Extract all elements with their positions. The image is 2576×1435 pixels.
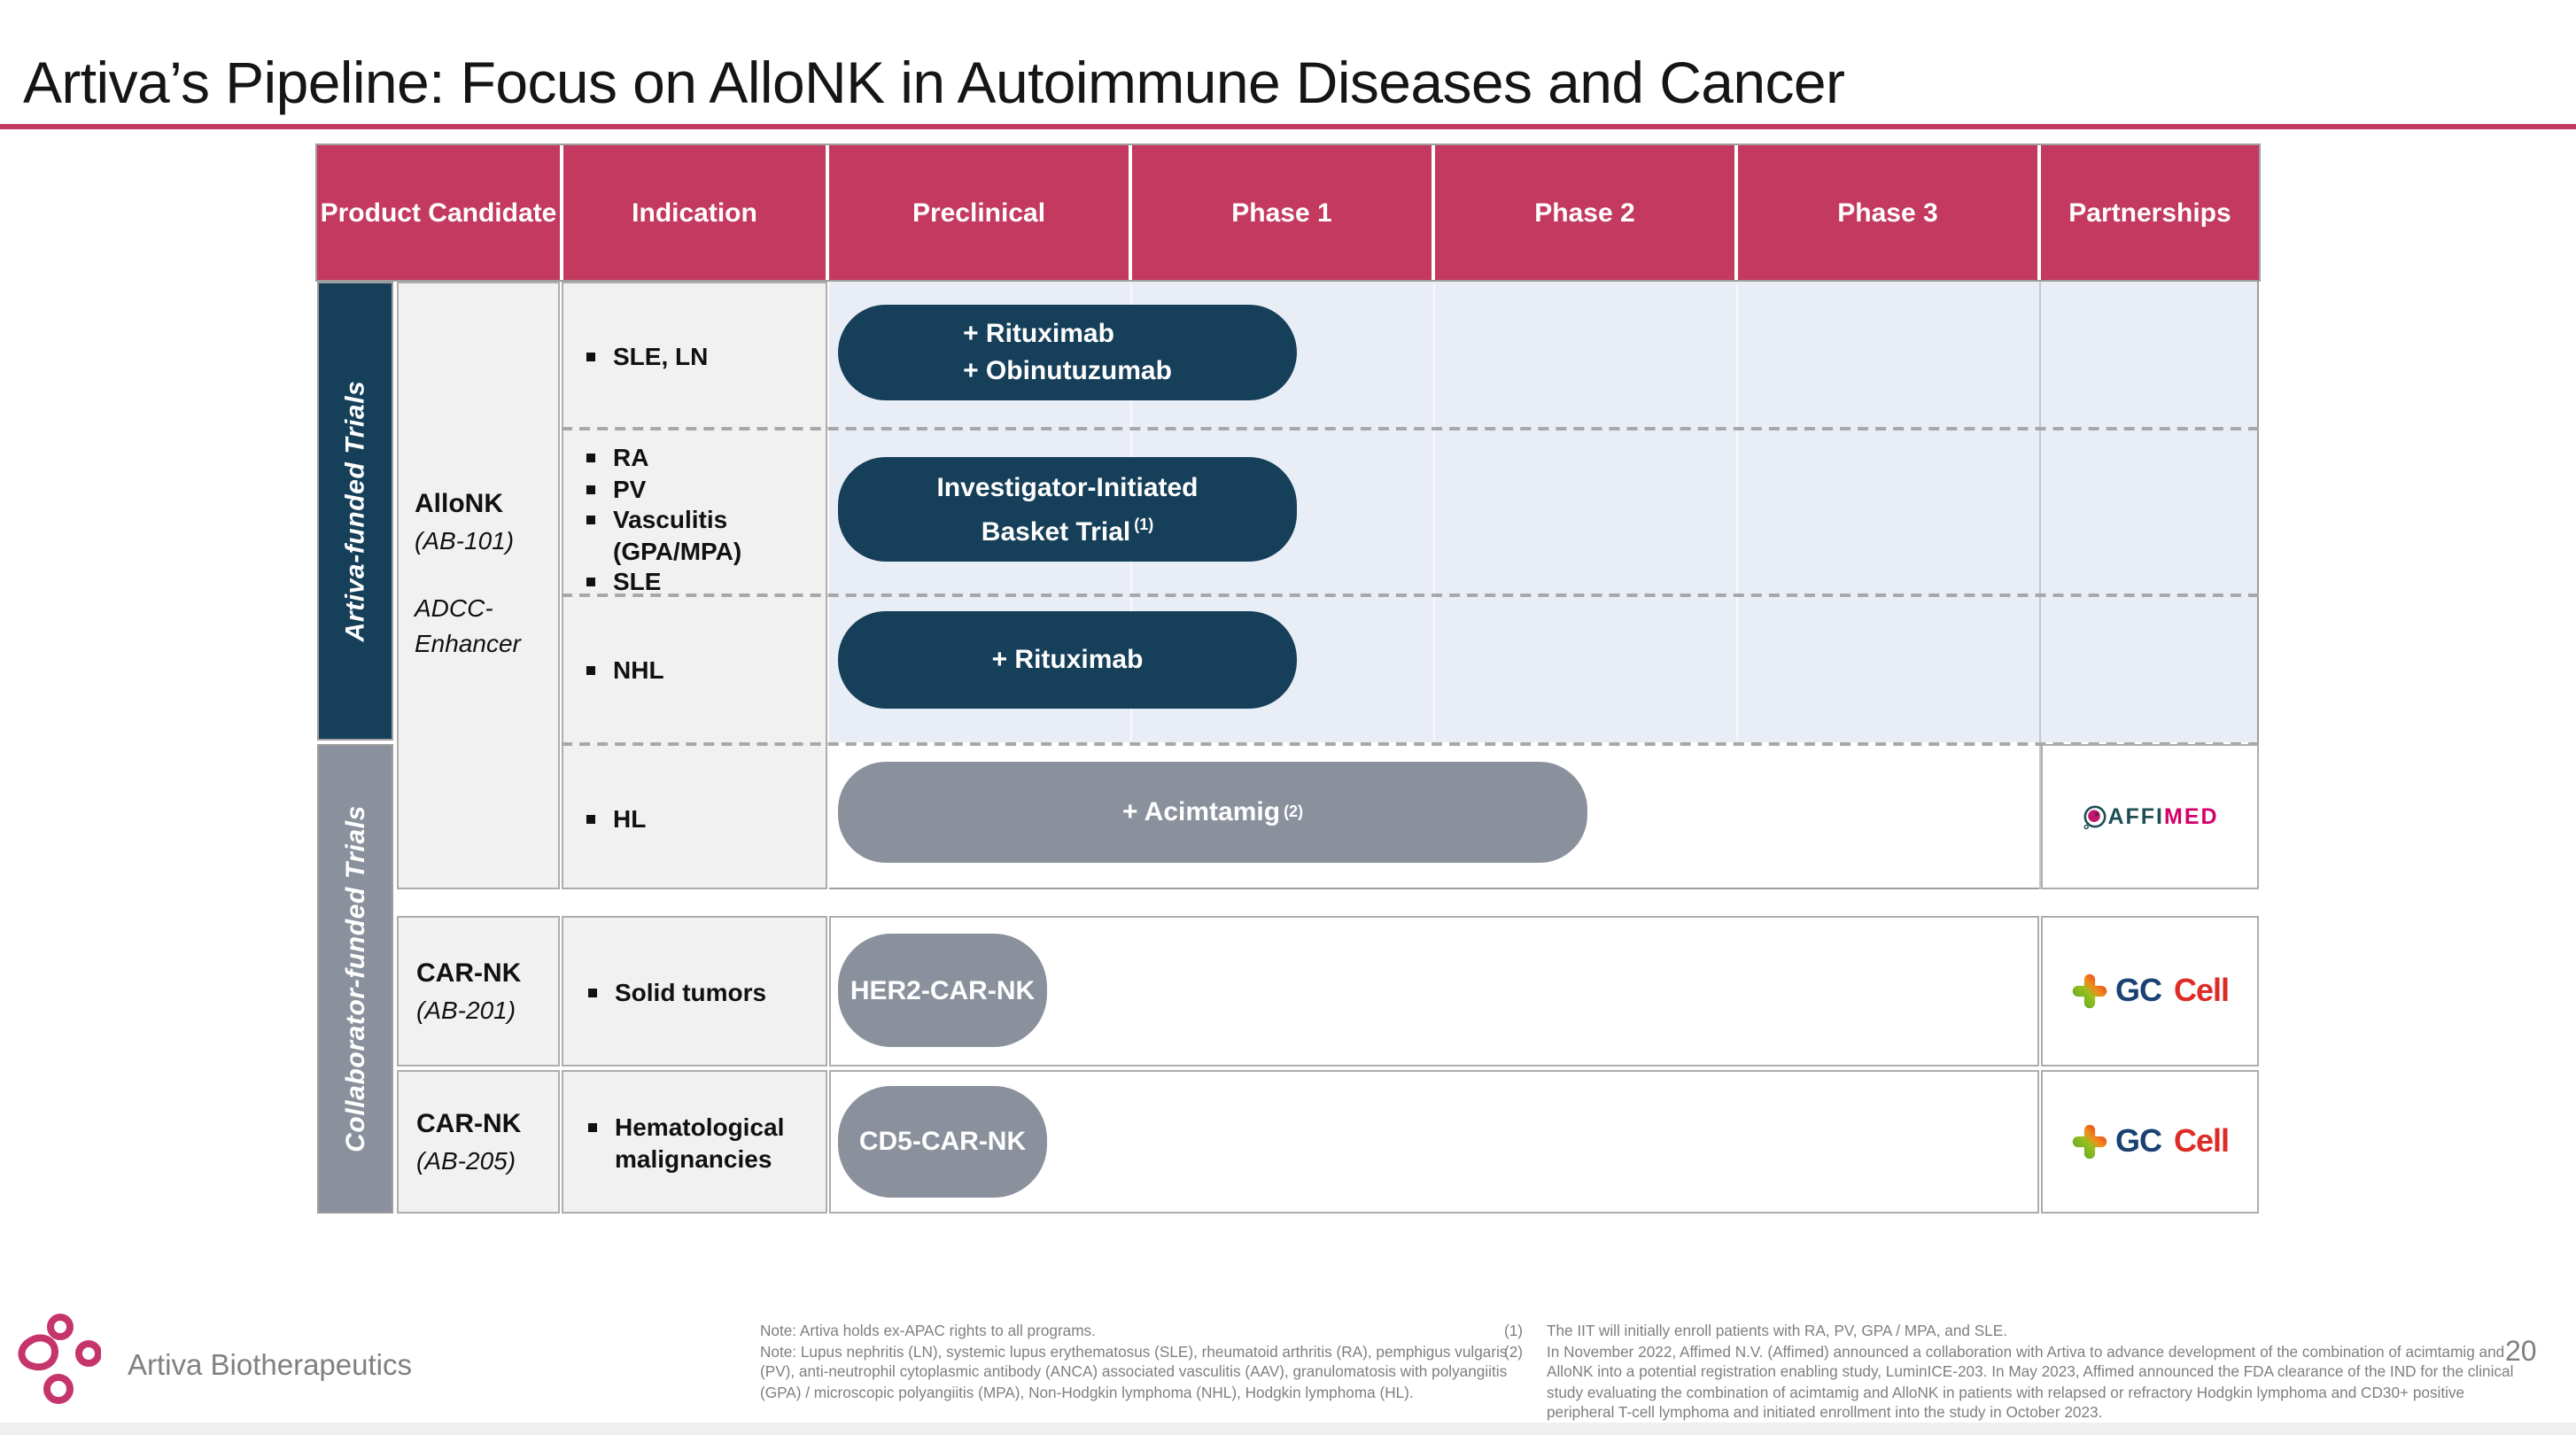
affimed-logo-text-affi: AFFI [2107,804,2164,829]
column-header-indication: Indication [563,145,826,280]
pill-line-basket: Basket Trial [981,516,1131,547]
product-cell-ab205: CAR-NK (AB-205) [397,1070,560,1214]
gc-cell-cross-icon [2072,973,2107,1009]
pill-her2-car-nk: HER2-CAR-NK [838,934,1047,1047]
phase2-column-divider [1433,283,1435,741]
row-separator-dashed-3 [562,742,2259,746]
partnership-cell-gc-cell-ab205: GC Cell [2041,1070,2259,1214]
footer-note-1: Note: Artiva holds ex-APAC rights to all… [760,1322,1096,1339]
indication-ra: RA [586,443,820,474]
table-header-row: Product Candidate Indication Preclinical… [315,144,2261,282]
footnote-marker-2: (2) [1284,803,1304,820]
column-header-preclinical: Preclinical [829,145,1129,280]
pill-line-investigator: Investigator-Initiated [936,472,1199,502]
product-allonk-type-line1: ADCC- [415,593,493,622]
gc-cell-logo-text-cell: Cell [2173,1123,2230,1159]
product-allonk-name: AlloNK [415,489,503,519]
title-divider [0,124,2576,129]
footer-notes: Note: Artiva holds ex-APAC rights to all… [760,1322,1545,1404]
indication-vasculitis: Vasculitis (GPA/MPA) [586,505,820,567]
footer-note-2: Note: Lupus nephritis (LN), systemic lup… [760,1342,1508,1401]
column-header-phase-2: Phase 2 [1435,145,1734,280]
indication-pv: PV [586,474,820,505]
indication-solid-tumors: Solid tumors [563,918,826,1009]
bullet-icon [586,666,595,675]
footnote-1-number: (1) [1504,1322,1524,1339]
artiva-brand-name: Artiva Biotherapeutics [128,1350,412,1382]
page-number: 20 [2505,1338,2537,1368]
pill-line-obinutuzumab: + Obinutuzumab [963,356,1172,386]
indication-column-upper [562,282,827,889]
footnote-marker-1: (1) [1134,515,1154,532]
page-title: Artiva’s Pipeline: Focus on AlloNK in Au… [23,50,1845,116]
pipeline-table: Product Candidate Indication Preclinical… [315,144,2261,1215]
product-ab205-code: (AB-205) [416,1146,516,1175]
gc-cell-logo: GC Cell [2071,1123,2230,1160]
bullet-icon [586,578,595,586]
footnote-2-text: In November 2022, Affimed N.V. (Affimed)… [1547,1342,2514,1422]
pill-line-rituximab: + Rituximab [963,319,1114,349]
column-header-phase-1: Phase 1 [1132,145,1432,280]
product-ab205-name: CAR-NK [416,1109,522,1139]
indication-cell-hematological: Hematological malignancies [562,1070,827,1214]
gc-cell-logo: GC Cell [2071,973,2230,1010]
row-separator-dashed-1 [562,427,2259,430]
sidebar-artiva-label: Artiva-funded Trials [340,380,371,642]
indication-hl: HL [586,804,817,835]
bullet-icon [588,989,597,997]
phase3-column-divider [1736,283,1738,741]
pill-basket-trial: Investigator-Initiated Basket Trial (1) [838,457,1297,562]
partnerships-column-divider [2039,282,2041,889]
product-ab201-code: (AB-201) [416,996,516,1024]
pill-cd5-car-nk: CD5-CAR-NK [838,1086,1047,1198]
sidebar-collab-label: Collaborator-funded Trials [340,805,370,1152]
product-ab201-name: CAR-NK [416,958,522,989]
indication-sle-ln: SLE, LN [586,342,817,373]
column-header-partnerships: Partnerships [2041,145,2259,280]
footer-footnotes: (1) The IIT will initially enroll patien… [1504,1322,2532,1424]
bullet-icon [588,1123,597,1132]
pill-rituximab-obinutuzumab: + Rituximab + Obinutuzumab [838,305,1297,400]
affimed-logo-text-med: MED [2164,804,2219,829]
column-header-product-candidate: Product Candidate [317,145,560,280]
indication-cell-solid-tumors: Solid tumors [562,916,827,1067]
gc-cell-cross-icon [2072,1124,2107,1160]
bullet-icon [586,516,595,524]
bullet-icon [586,815,595,824]
gc-cell-logo-text-gc: GC [2114,1123,2162,1159]
footnote-2-number: (2) [1504,1342,1524,1361]
affimed-logo: AFFI MED [2081,803,2218,830]
bullet-icon [586,485,595,493]
product-allonk-code: (AB-101) [415,526,515,555]
footnote-1-text: The IIT will initially enroll patients w… [1547,1322,2007,1339]
product-cell-ab201: CAR-NK (AB-201) [397,916,560,1067]
indication-hematological: Hematological malignancies [563,1072,826,1175]
bottom-edge-strip [0,1423,2576,1435]
partnership-cell-gc-cell-ab201: GC Cell [2041,916,2259,1067]
pill-rituximab-nhl: + Rituximab [838,611,1297,709]
bullet-icon [586,454,595,462]
gc-cell-logo-text-gc: GC [2114,973,2162,1008]
indication-sle: SLE [586,567,820,598]
row-separator-dashed-2 [562,593,2259,597]
pill-acimtamig: + Acimtamig (2) [838,762,1587,863]
artiva-logo-icon [18,1314,101,1404]
indication-basket-list: RA PV Vasculitis (GPA/MPA) SLE [586,443,820,598]
sidebar-collaborator-funded-trials: Collaborator-funded Trials [317,744,393,1214]
product-allonk: AlloNK (AB-101) ADCC- Enhancer [415,487,560,661]
product-allonk-type-line2: Enhancer [415,629,521,657]
partnership-cell-affimed: AFFI MED [2041,744,2259,889]
phase-track-ab201 [829,916,2039,1067]
product-candidate-cell-allonk [397,282,560,889]
gc-cell-logo-text-cell: Cell [2173,973,2230,1008]
bullet-icon [586,353,595,361]
column-header-phase-3: Phase 3 [1738,145,2037,280]
indication-nhl: NHL [586,655,817,686]
sidebar-artiva-funded-trials: Artiva-funded Trials [317,282,393,741]
affimed-lens-icon [2083,804,2106,829]
